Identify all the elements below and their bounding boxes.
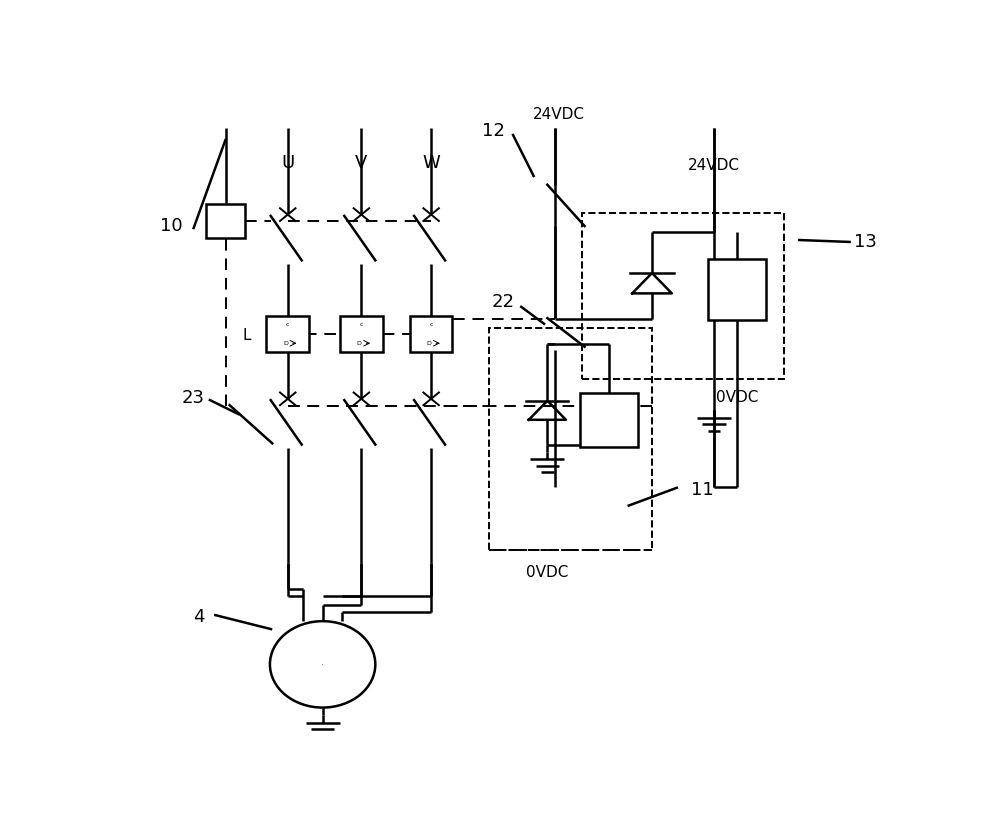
Bar <box>708 259 766 320</box>
Bar <box>340 316 383 352</box>
Text: L: L <box>242 328 251 343</box>
Text: c: c <box>360 323 363 328</box>
Text: D: D <box>283 341 288 346</box>
Bar <box>266 316 309 352</box>
Text: 10: 10 <box>160 217 183 235</box>
Text: 4: 4 <box>193 608 204 625</box>
Text: 0VDC: 0VDC <box>526 565 569 580</box>
Text: D: D <box>427 341 431 346</box>
Text: U: U <box>281 153 294 172</box>
Text: D: D <box>357 341 362 346</box>
Text: 24VDC: 24VDC <box>688 158 740 173</box>
Text: 13: 13 <box>854 233 877 251</box>
Bar <box>410 316 452 352</box>
Text: 11: 11 <box>691 481 714 498</box>
Bar <box>489 328 652 550</box>
Bar <box>580 393 638 447</box>
Text: c: c <box>429 323 433 328</box>
Text: M: M <box>322 664 323 665</box>
Text: 23: 23 <box>182 389 205 407</box>
Text: 24VDC: 24VDC <box>533 107 585 122</box>
Bar <box>206 204 245 238</box>
Text: c: c <box>286 323 290 328</box>
Text: 0VDC: 0VDC <box>716 390 758 405</box>
Text: V: V <box>355 153 368 172</box>
Text: W: W <box>422 153 440 172</box>
Text: 22: 22 <box>492 293 515 311</box>
Bar <box>582 214 784 379</box>
Text: 12: 12 <box>482 122 505 139</box>
